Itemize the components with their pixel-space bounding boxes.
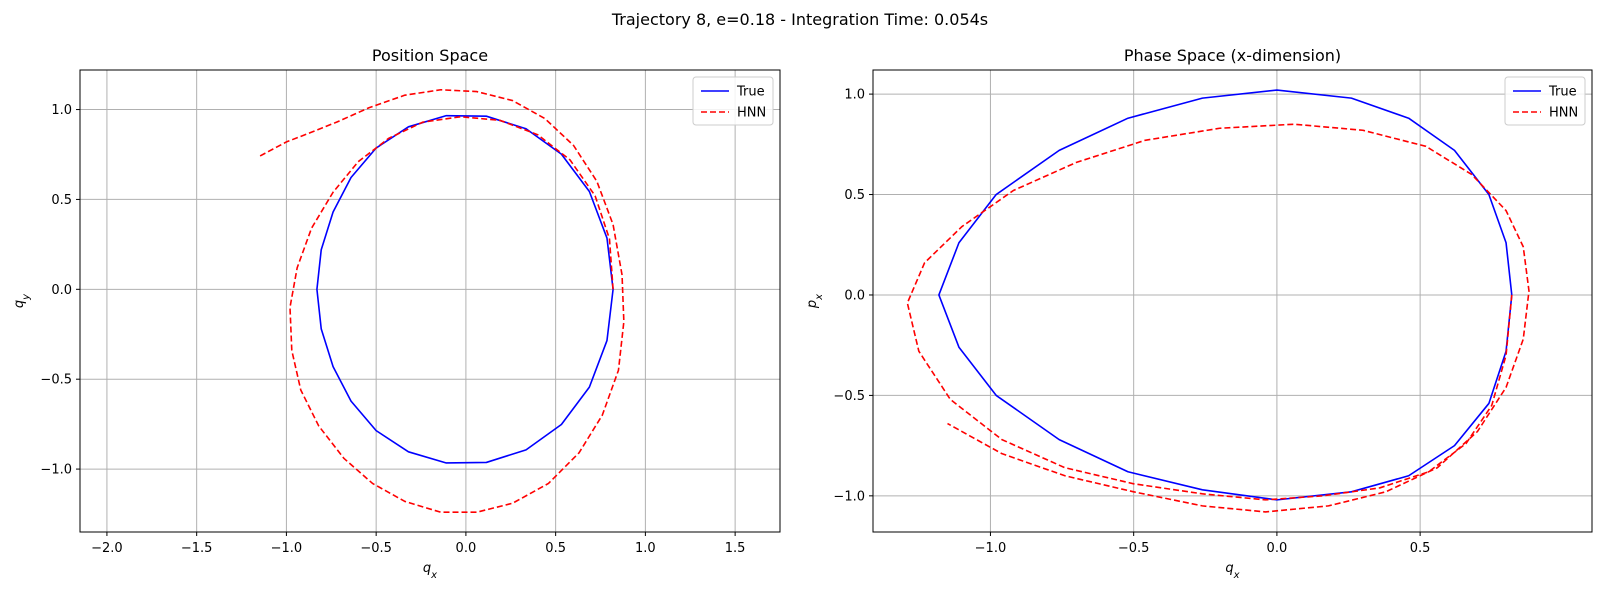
phase-ytick-label: 0.5	[844, 188, 865, 203]
phase-legend-box	[1504, 76, 1586, 126]
phase-legend-true-label: True	[1548, 85, 1577, 100]
position-true-series-line	[316, 114, 614, 464]
phase-legend-hnn-label: HNN	[1549, 106, 1578, 121]
phase-yaxis-label: px	[805, 294, 825, 309]
position-hnn-series-line	[259, 88, 625, 514]
phase-legend: True HNN	[1504, 76, 1586, 126]
position-legend-box	[692, 76, 774, 126]
position-xtick-label: 0.5	[545, 541, 566, 556]
position-yaxis-label: qy	[12, 293, 32, 308]
position-xtick-label: −2.0	[91, 541, 123, 556]
phase-ytick-label: 1.0	[844, 88, 865, 103]
phase-xaxis-label: qx	[1225, 561, 1239, 581]
position-xtick-label: −0.5	[360, 541, 392, 556]
phase-xtick-label: 0.5	[1410, 541, 1431, 556]
phase-xtick-label: −1.0	[975, 541, 1007, 556]
phase-ytick-label: 0.0	[844, 288, 865, 303]
position-legend-hnn-label: HNN	[737, 106, 766, 121]
position-xtick-label: −1.0	[271, 541, 303, 556]
position-xtick-label: 1.0	[635, 541, 656, 556]
phase-true-series-line	[938, 89, 1513, 501]
position-xtick-label: −1.5	[181, 541, 213, 556]
figure-title: Trajectory 8, e=0.18 - Integration Time:…	[611, 10, 988, 29]
position-legend: True HNN	[692, 76, 774, 126]
phase-axes-frame	[872, 69, 1593, 533]
phase-hnn-series-line	[906, 123, 1530, 513]
position-space-panel: −2.0 −1.5 −1.0 −0.5 0.0 0.5 1.0 1.5 −1.0 −0.5 0.0 0…	[12, 46, 781, 581]
position-xtick-label: 1.5	[725, 541, 746, 556]
position-ytick-label: −0.5	[40, 373, 72, 388]
phase-ytick-label: −1.0	[833, 489, 865, 504]
position-legend-true-label: True	[736, 85, 765, 100]
phase-xtick-label: 0.0	[1267, 541, 1288, 556]
phase-space-panel: −1.0 −0.5 0.0 0.5 −1.0 −0.5 0.0 0.5 1.0 Phase Spa…	[805, 46, 1593, 581]
position-xaxis-label: qx	[423, 561, 437, 581]
phase-axes-title: Phase Space (x-dimension)	[1124, 46, 1341, 65]
position-ytick-label: 0.0	[51, 283, 72, 298]
position-axes-title: Position Space	[372, 46, 488, 65]
position-axes-frame	[79, 69, 781, 533]
phase-ytick-label: −0.5	[833, 389, 865, 404]
phase-xtick-label: −0.5	[1118, 541, 1150, 556]
position-ytick-label: 1.0	[51, 103, 72, 118]
position-ytick-label: −1.0	[40, 463, 72, 478]
position-xtick-label: 0.0	[456, 541, 477, 556]
position-ytick-label: 0.5	[51, 193, 72, 208]
